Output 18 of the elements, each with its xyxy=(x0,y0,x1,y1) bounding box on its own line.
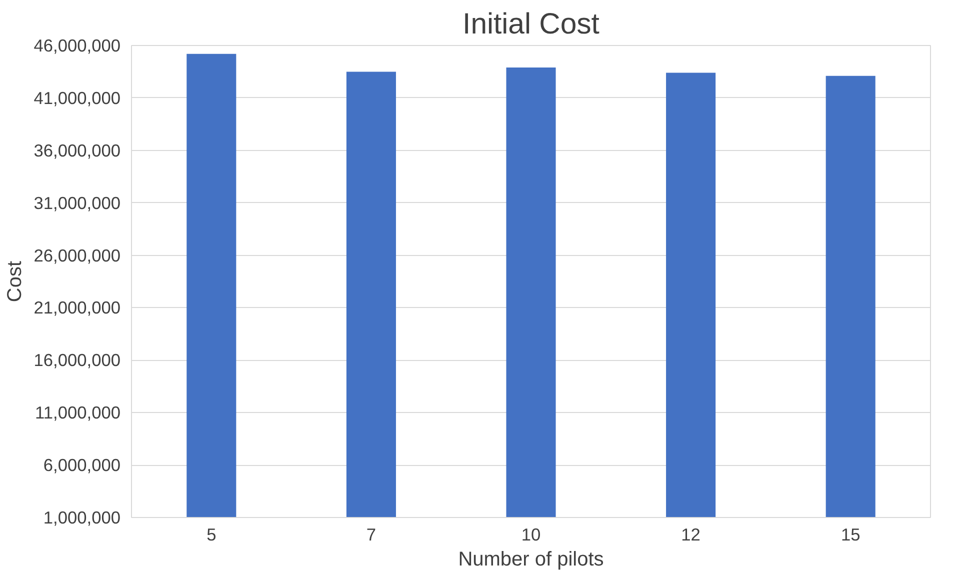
y-tick-label: 41,000,000 xyxy=(34,88,121,108)
y-tick-label: 11,000,000 xyxy=(35,402,121,423)
chart-title: Initial Cost xyxy=(462,8,600,40)
y-tick-label: 1,000,000 xyxy=(43,508,121,528)
x-tick-label: 7 xyxy=(366,524,376,544)
y-tick-label: 16,000,000 xyxy=(34,350,121,370)
x-axis-title: Number of pilots xyxy=(458,548,604,570)
y-tick-label: 26,000,000 xyxy=(34,245,121,266)
x-tick-label: 12 xyxy=(681,524,700,544)
x-tick-label: 15 xyxy=(840,524,860,544)
x-tick-label: 5 xyxy=(206,524,216,544)
y-axis-title: Cost xyxy=(4,260,26,302)
x-tick-label: 10 xyxy=(521,524,541,544)
y-tick-label: 31,000,000 xyxy=(34,192,121,213)
y-tick-label: 6,000,000 xyxy=(43,455,121,476)
y-tick-label: 46,000,000 xyxy=(34,36,121,56)
y-tick-label: 36,000,000 xyxy=(34,140,121,160)
y-tick-label: 21,000,000 xyxy=(34,298,121,318)
